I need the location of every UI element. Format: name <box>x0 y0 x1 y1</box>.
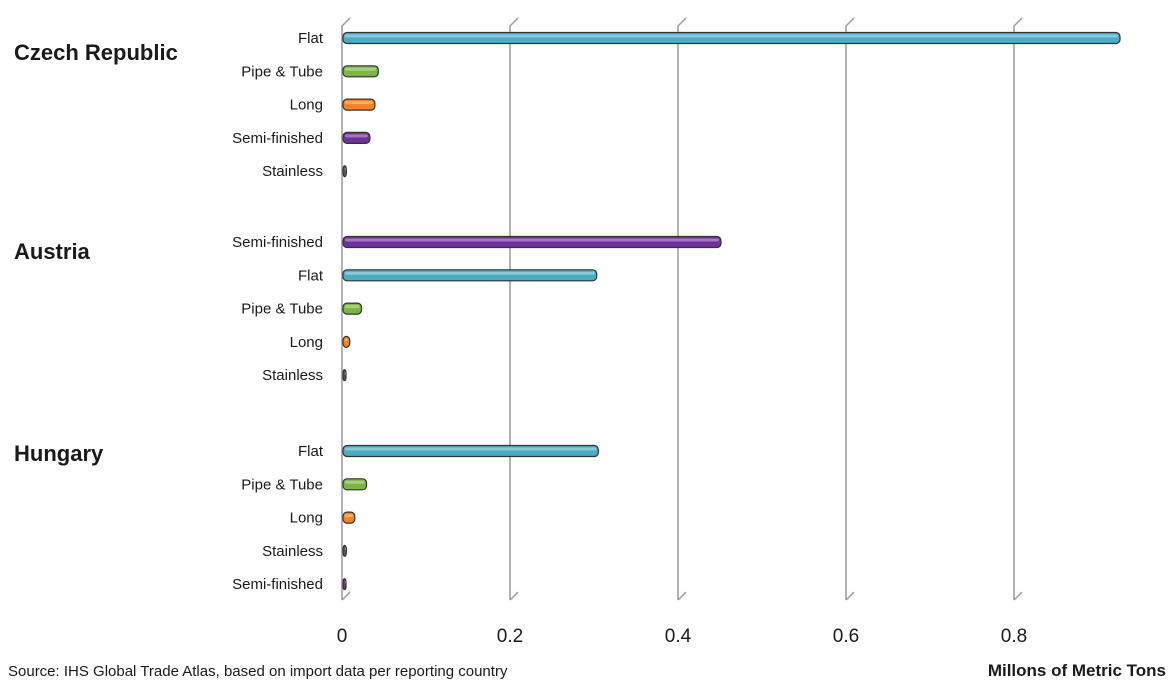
bar <box>342 544 347 558</box>
x-tick-label: 0.8 <box>1001 626 1027 647</box>
category-label: Pipe & Tube <box>241 301 323 318</box>
category-label: Stainless <box>262 163 323 180</box>
category-label: Long <box>290 97 323 114</box>
bar-highlight <box>345 134 368 138</box>
category-label: Stainless <box>262 543 323 560</box>
bar-highlight <box>345 67 377 71</box>
category-label: Flat <box>298 267 324 284</box>
x-tick-label: 0 <box>337 626 348 647</box>
country-label: Czech Republic <box>14 40 178 65</box>
country-label: Austria <box>14 239 91 264</box>
country-labels: Czech Republic Austria Hungary <box>14 40 178 466</box>
category-label: Semi-finished <box>232 234 323 251</box>
country-label: Hungary <box>14 441 104 466</box>
category-label: Flat <box>298 443 324 460</box>
bar-highlight <box>345 271 595 275</box>
bar-highlight <box>345 514 353 518</box>
bar-highlight <box>345 338 348 342</box>
bar <box>342 269 598 282</box>
bar <box>342 444 599 458</box>
bar <box>342 578 347 591</box>
bar-highlight <box>345 547 346 551</box>
gridline <box>509 17 519 600</box>
x-tick-label: 0.6 <box>833 626 859 647</box>
gridline <box>845 17 855 600</box>
bar-highlight <box>345 238 719 242</box>
grid-lines <box>341 17 1023 601</box>
gridline-foot <box>1013 591 1023 601</box>
x-tick-label: 0.2 <box>497 626 523 647</box>
x-axis-title: Millons of Metric Tons <box>988 661 1166 680</box>
gridline-foot <box>341 591 351 601</box>
category-label: Flat <box>298 30 324 47</box>
category-label: Semi-finished <box>232 130 323 147</box>
category-label: Stainless <box>262 367 323 384</box>
gridline-foot <box>509 591 519 601</box>
category-label: Long <box>290 334 323 351</box>
bar-highlight <box>345 480 365 484</box>
bar-highlight <box>345 580 346 584</box>
bar <box>342 31 1121 45</box>
gridline <box>341 17 351 600</box>
category-label: Pipe & Tube <box>241 476 323 493</box>
bar <box>342 478 368 491</box>
bar-highlight <box>345 371 346 375</box>
bar <box>342 511 356 524</box>
gridline-foot <box>677 591 687 601</box>
bar <box>342 65 379 78</box>
bar-highlight <box>345 34 1118 38</box>
category-label: Semi-finished <box>232 576 323 593</box>
category-label: Pipe & Tube <box>241 63 323 80</box>
source-note: Source: IHS Global Trade Atlas, based on… <box>8 663 508 680</box>
bars <box>342 31 1121 591</box>
bar <box>342 235 722 249</box>
x-axis-ticks: 00.20.40.60.81 <box>337 626 1028 647</box>
category-labels: Flat Pipe & Tube Long Semi-finished Stainles… <box>232 30 324 593</box>
category-label: Long <box>290 510 323 527</box>
bar <box>342 335 351 348</box>
bar-highlight <box>345 167 346 171</box>
bar <box>342 131 371 144</box>
bar-highlight <box>345 305 360 309</box>
bar-highlight <box>345 447 597 451</box>
bar <box>342 98 376 111</box>
gridline <box>677 17 687 600</box>
bar <box>342 165 347 178</box>
x-tick-label: 0.4 <box>665 626 692 647</box>
bar <box>342 369 347 382</box>
bar-highlight <box>345 101 373 105</box>
gridline <box>1013 17 1023 600</box>
gridline-foot <box>845 591 855 601</box>
bar <box>342 302 363 315</box>
